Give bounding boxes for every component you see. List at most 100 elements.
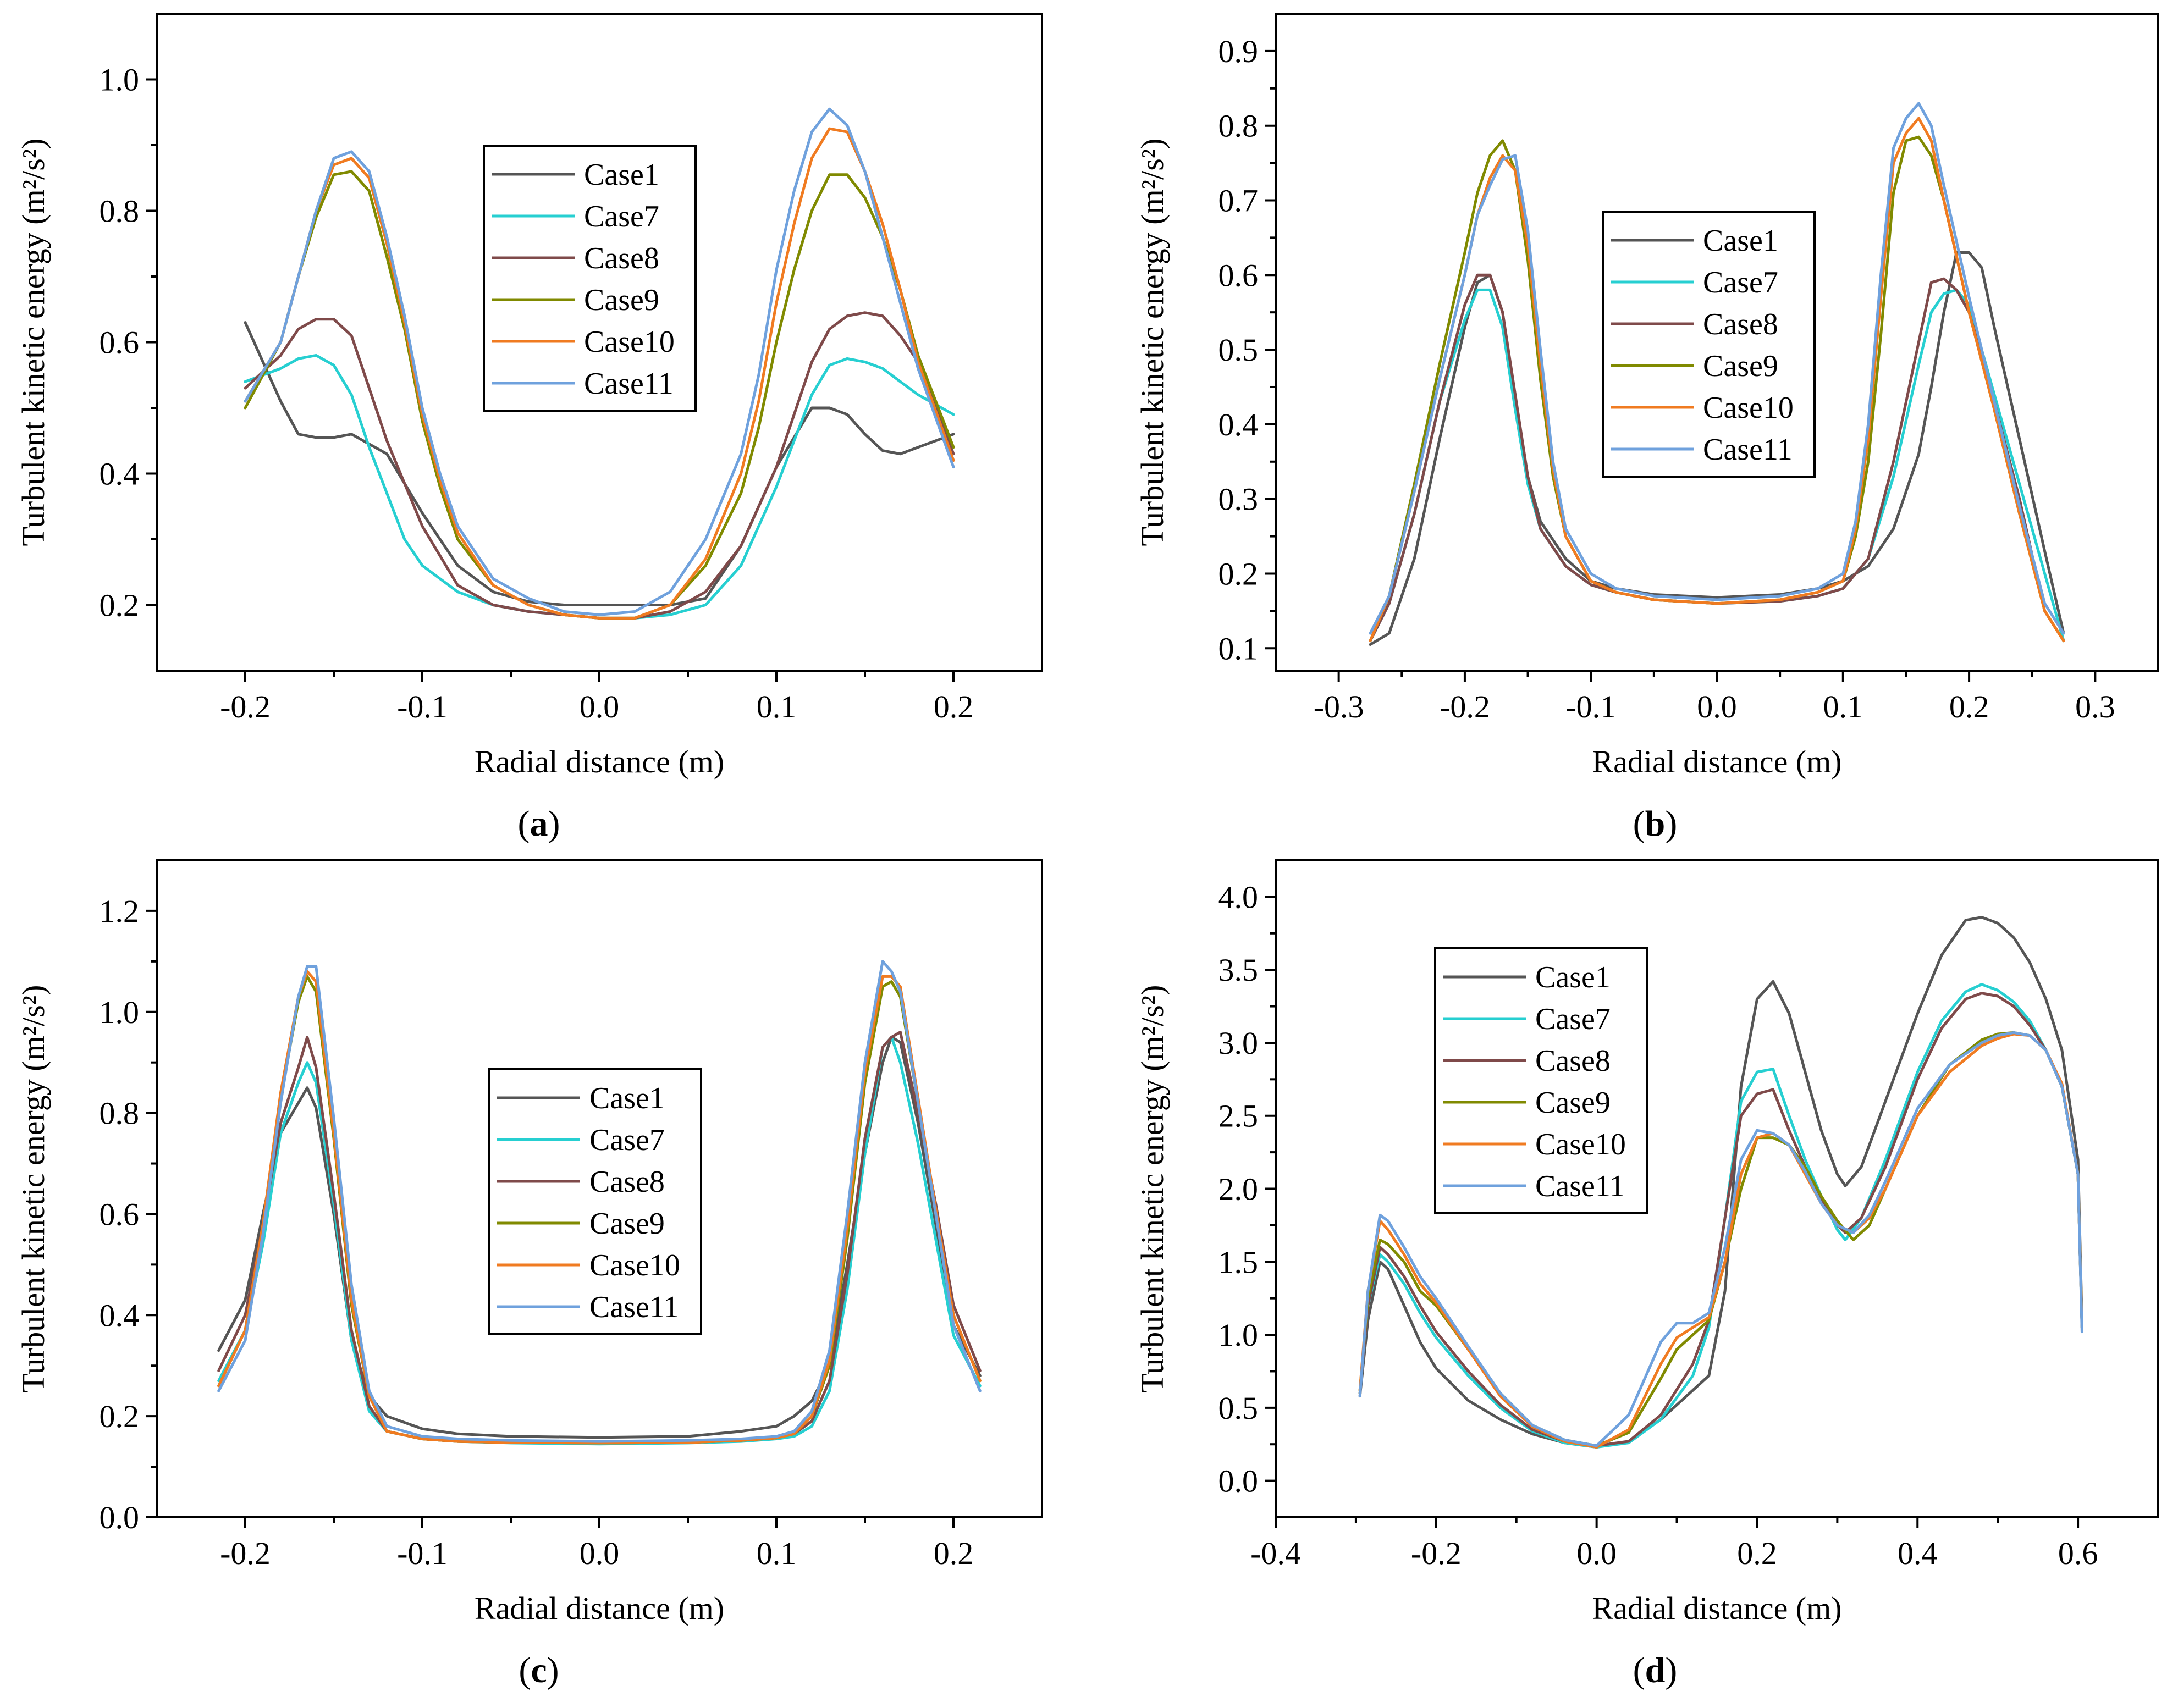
y-tick-label: 2.5 <box>1218 1098 1259 1134</box>
legend-box <box>1434 947 1648 1214</box>
y-tick-label: 0.8 <box>100 194 140 229</box>
y-tick-label: 0.8 <box>100 1096 140 1131</box>
legend-label-case7: Case7 <box>589 1123 665 1157</box>
series-line-case10 <box>244 127 955 620</box>
x-axis-title: Radial distance (m) <box>1592 744 1841 780</box>
y-tick-label: 0.5 <box>1218 332 1259 368</box>
y-tick-label: 3.5 <box>1218 952 1259 988</box>
legend-label-case11: Case11 <box>589 1290 679 1324</box>
y-tick-label: 2.0 <box>1218 1171 1259 1207</box>
legend-label-case11: Case11 <box>1703 433 1793 467</box>
legend-label-case10: Case10 <box>589 1248 680 1283</box>
legend-label-case9: Case9 <box>1535 1086 1611 1120</box>
x-tick-label: -0.2 <box>220 689 271 725</box>
legend-label-case7: Case7 <box>1535 1002 1611 1036</box>
legend-label-case8: Case8 <box>589 1165 665 1199</box>
x-axis-title: Radial distance (m) <box>475 1590 724 1626</box>
x-tick-label: 0.2 <box>1737 1535 1777 1571</box>
x-tick-label: -0.1 <box>1565 689 1616 725</box>
y-tick-label: 0.6 <box>100 1196 140 1232</box>
x-axis-title: Radial distance (m) <box>1592 1590 1841 1626</box>
series-line-case11 <box>1369 102 2065 635</box>
series-line-case1 <box>1358 916 2083 1449</box>
legend-label-case10: Case10 <box>584 325 675 359</box>
y-axis-title: Turbulent kinetic energy (m²/s²) <box>15 139 51 546</box>
x-tick-label: 0.4 <box>1898 1535 1938 1571</box>
legend-label-case9: Case9 <box>1703 349 1778 383</box>
x-tick-label: 0.0 <box>580 689 620 725</box>
legend-label-case9: Case9 <box>589 1207 665 1241</box>
chart-panel-2: -0.3 -0.2 -0.1 0.0 0.1 0.2 0.3 0.1 0.2 0.3 0.4 0.5 0… <box>1134 13 2159 844</box>
legend-label-case1: Case1 <box>1535 960 1611 994</box>
y-tick-label: 0.5 <box>1218 1390 1259 1426</box>
x-tick-label: 0.1 <box>757 689 797 725</box>
y-tick-label: 0.2 <box>100 588 140 623</box>
legend-label-case11: Case11 <box>1535 1169 1625 1203</box>
series-line-case8 <box>1358 992 2083 1447</box>
y-tick-label: 1.2 <box>100 893 140 929</box>
y-axis-title: Turbulent kinetic energy (m²/s²) <box>1134 985 1170 1393</box>
series-line-case11 <box>1358 1031 2083 1447</box>
x-tick-label: -0.2 <box>220 1535 271 1571</box>
x-tick-label: 0.2 <box>1949 689 1989 725</box>
series-line-case10 <box>1358 1032 2083 1449</box>
legend-label-case8: Case8 <box>1535 1044 1611 1078</box>
panel-label: (c) <box>519 1650 559 1690</box>
y-tick-label: 1.5 <box>1218 1244 1259 1280</box>
x-tick-label: -0.2 <box>1411 1535 1462 1571</box>
x-tick-label: -0.4 <box>1250 1535 1301 1571</box>
x-tick-label: 0.2 <box>934 1535 974 1571</box>
legend-label-case1: Case1 <box>584 158 659 192</box>
chart-panel-4: -0.4 -0.2 0.0 0.2 0.4 0.6 0.0 0.5 1.0 1.5 2.0 2.5 3.… <box>1134 859 2159 1690</box>
legend-label-case10: Case10 <box>1535 1127 1626 1162</box>
y-tick-label: 0.2 <box>100 1399 140 1434</box>
panel-label: (b) <box>1633 804 1678 844</box>
y-tick-label: 0.0 <box>1218 1463 1259 1499</box>
series-line-case1 <box>1369 251 2065 646</box>
legend: Case1 Case7 Case8 Case9 Case10 Case11 <box>483 145 697 412</box>
series-line-case11 <box>217 960 982 1443</box>
y-tick-label: 1.0 <box>1218 1317 1259 1353</box>
x-tick-label: 0.6 <box>2058 1535 2098 1571</box>
y-tick-label: 0.0 <box>100 1500 140 1535</box>
y-tick-label: 0.6 <box>100 325 140 361</box>
legend-label-case10: Case10 <box>1703 391 1794 425</box>
legend-label-case1: Case1 <box>1703 224 1778 258</box>
legend-label-case9: Case9 <box>584 283 659 317</box>
y-tick-label: 0.2 <box>1218 556 1259 592</box>
y-tick-label: 0.1 <box>1218 631 1259 666</box>
x-tick-label: 0.1 <box>757 1535 797 1571</box>
x-tick-label: 0.0 <box>1697 689 1737 725</box>
x-tick-label: 0.0 <box>580 1535 620 1571</box>
x-axis-title: Radial distance (m) <box>475 744 724 780</box>
y-tick-label: 3.0 <box>1218 1025 1259 1061</box>
legend-box <box>483 145 697 412</box>
chart-panel-3: -0.2 -0.1 0.0 0.1 0.2 0.0 0.2 0.4 0.6 0.8 1.0 1.2 Ra… <box>15 859 1043 1690</box>
legend-box <box>488 1068 702 1335</box>
legend-label-case8: Case8 <box>584 241 659 275</box>
y-tick-label: 0.6 <box>1218 257 1259 293</box>
legend: Case1 Case7 Case8 Case9 Case10 Case11 <box>1602 211 1816 478</box>
y-tick-label: 0.9 <box>1218 34 1259 69</box>
legend: Case1 Case7 Case8 Case9 Case10 Case11 <box>488 1068 702 1335</box>
legend-label-case7: Case7 <box>1703 266 1778 300</box>
x-tick-label: -0.2 <box>1440 689 1490 725</box>
legend-label-case8: Case8 <box>1703 307 1778 341</box>
legend-label-case11: Case11 <box>584 367 674 401</box>
x-tick-label: -0.1 <box>397 689 448 725</box>
series-line-case9 <box>1358 1031 2083 1447</box>
y-tick-label: 0.4 <box>1218 407 1259 443</box>
x-tick-label: 0.2 <box>934 689 974 725</box>
legend-label-case1: Case1 <box>589 1081 665 1115</box>
y-tick-label: 0.8 <box>1218 108 1259 144</box>
x-tick-label: -0.3 <box>1314 689 1364 725</box>
series-line-case11 <box>244 107 955 616</box>
x-tick-label: 0.1 <box>1823 689 1863 725</box>
y-tick-label: 1.0 <box>100 994 140 1030</box>
y-tick-label: 1.0 <box>100 62 140 98</box>
legend-label-case7: Case7 <box>584 200 659 234</box>
legend: Case1 Case7 Case8 Case9 Case10 Case11 <box>1434 947 1648 1214</box>
panel-label: (a) <box>518 804 560 844</box>
panel-label: (d) <box>1633 1650 1678 1690</box>
